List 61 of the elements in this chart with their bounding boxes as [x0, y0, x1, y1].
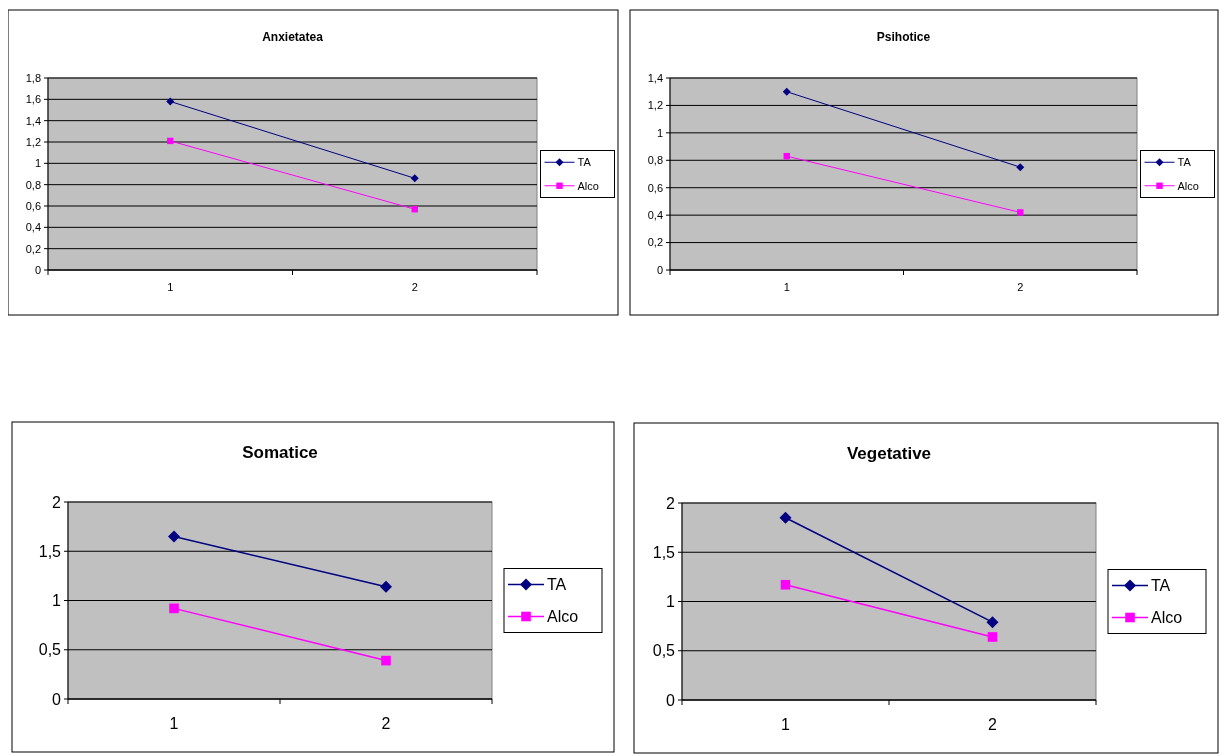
y-tick-label: 0	[52, 690, 62, 708]
y-tick-label: 0,8	[25, 178, 41, 191]
chart-title: Psihotice	[876, 29, 931, 44]
point	[779, 511, 792, 524]
legend-label: TA	[1151, 577, 1171, 595]
x-tick-label: 1	[169, 715, 179, 733]
x-tick-label: 2	[381, 715, 391, 733]
point	[986, 616, 999, 629]
point	[381, 655, 391, 666]
point	[166, 97, 175, 106]
y-tick-label: 1,5	[38, 542, 62, 560]
legend-label: Alco	[1177, 179, 1199, 192]
point	[169, 603, 179, 614]
point	[782, 87, 791, 96]
point	[380, 580, 392, 593]
y-tick-label: 1	[656, 126, 663, 139]
y-tick-label: 1	[52, 592, 62, 610]
y-tick-label: 0,2	[647, 236, 663, 249]
y-tick-label: 0	[656, 263, 663, 276]
y-tick-label: 0,6	[25, 199, 41, 212]
y-tick-label: 0	[666, 691, 676, 709]
legend-label: TA	[577, 156, 592, 169]
point	[410, 174, 419, 183]
y-tick-label: 1,2	[647, 99, 663, 112]
y-tick-label: 1,6	[25, 93, 41, 106]
y-tick-label: 0,8	[647, 154, 663, 167]
y-tick-label: 1,8	[25, 71, 41, 84]
y-tick-label: 0,5	[652, 642, 676, 660]
y-tick-label: 0,6	[647, 181, 663, 194]
y-tick-label: 1,5	[652, 543, 676, 561]
chart-title: Somatice	[242, 443, 318, 462]
legend-label: Alco	[1151, 609, 1183, 627]
x-tick-label: 1	[167, 280, 174, 293]
y-tick-label: 2	[666, 494, 676, 512]
x-tick-label: 2	[1017, 280, 1024, 293]
point	[780, 579, 791, 590]
y-tick-label: 1	[34, 157, 41, 170]
y-tick-label: 0,4	[647, 208, 663, 221]
legend-label: TA	[1177, 156, 1192, 169]
point	[1017, 209, 1024, 216]
point	[987, 632, 998, 642]
y-tick-label: 1,4	[25, 114, 41, 127]
point	[168, 530, 180, 543]
chart-title: Vegetative	[846, 444, 932, 463]
y-tick-label: 0	[34, 263, 41, 276]
y-tick-label: 0,5	[38, 641, 62, 659]
legend-label: TA	[547, 576, 567, 594]
x-tick-label: 2	[988, 716, 998, 734]
legend-label: Alco	[577, 179, 599, 192]
x-tick-label: 1	[783, 280, 790, 293]
y-tick-label: 1,4	[647, 71, 663, 84]
x-tick-label: 1	[781, 716, 791, 734]
y-tick-label: 0,2	[25, 242, 41, 255]
y-tick-label: 1	[666, 593, 676, 611]
legend-label: Alco	[547, 608, 579, 626]
y-tick-label: 2	[52, 493, 62, 511]
chart-title: Anxietatea	[262, 29, 324, 44]
y-tick-label: 1,2	[25, 135, 41, 148]
x-tick-label: 2	[411, 280, 418, 293]
y-tick-label: 0,4	[25, 221, 41, 234]
point	[1016, 163, 1025, 172]
